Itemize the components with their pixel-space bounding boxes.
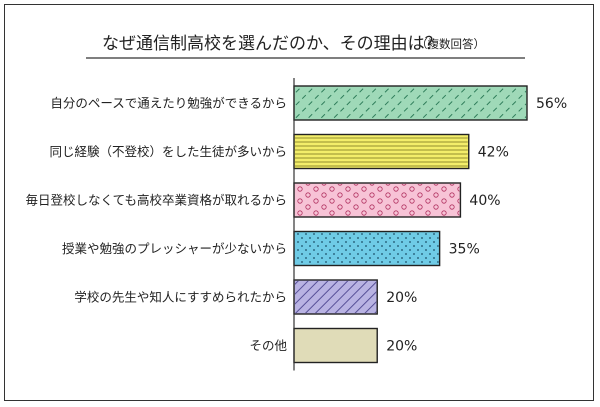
bar-pattern bbox=[295, 87, 526, 119]
category-label: 自分のペースで通えたり勉強ができるから bbox=[50, 96, 287, 111]
value-label: 35% bbox=[449, 242, 480, 258]
bar-pattern bbox=[295, 281, 377, 313]
chart-subtitle: （複数回答） bbox=[416, 37, 485, 51]
category-label: 授業や勉強のプレッシャーが少ないから bbox=[62, 241, 287, 256]
bar bbox=[293, 327, 378, 364]
value-label: 42% bbox=[478, 145, 509, 161]
category-label: 毎日登校しなくても高校卒業資格が取れるから bbox=[25, 193, 287, 208]
value-label: 40% bbox=[469, 193, 500, 209]
bar-pattern bbox=[295, 232, 439, 265]
category-label: 学校の先生や知人にすすめられたから bbox=[74, 290, 287, 305]
bars-group: 自分のペースで通えたり勉強ができるから 56% 同じ経験（不登校）をした生徒が多いか… bbox=[25, 78, 567, 371]
bar-pattern bbox=[295, 135, 468, 168]
value-label: 20% bbox=[386, 290, 417, 306]
bar-pattern bbox=[295, 184, 460, 216]
value-label: 56% bbox=[536, 96, 567, 112]
category-label: その他 bbox=[249, 338, 287, 353]
value-label: 20% bbox=[386, 339, 417, 355]
chart-title: なぜ通信制高校を選んだのか、その理由は？ bbox=[102, 34, 442, 54]
category-label: 同じ経験（不登校）をした生徒が多いから bbox=[49, 144, 287, 159]
